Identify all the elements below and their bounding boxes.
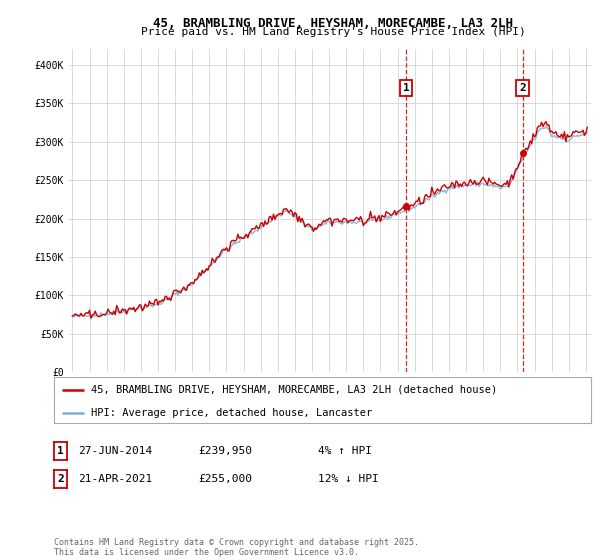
Text: 1: 1 bbox=[57, 446, 64, 456]
Text: 45, BRAMBLING DRIVE, HEYSHAM, MORECAMBE, LA3 2LH: 45, BRAMBLING DRIVE, HEYSHAM, MORECAMBE,… bbox=[153, 17, 513, 30]
Text: 12% ↓ HPI: 12% ↓ HPI bbox=[318, 474, 379, 484]
Text: Contains HM Land Registry data © Crown copyright and database right 2025.
This d: Contains HM Land Registry data © Crown c… bbox=[54, 538, 419, 557]
Text: 2: 2 bbox=[519, 83, 526, 93]
Text: 21-APR-2021: 21-APR-2021 bbox=[78, 474, 152, 484]
Text: 1: 1 bbox=[403, 83, 410, 93]
Text: £239,950: £239,950 bbox=[198, 446, 252, 456]
Text: HPI: Average price, detached house, Lancaster: HPI: Average price, detached house, Lanc… bbox=[91, 408, 372, 418]
Text: 2: 2 bbox=[57, 474, 64, 484]
Text: 45, BRAMBLING DRIVE, HEYSHAM, MORECAMBE, LA3 2LH (detached house): 45, BRAMBLING DRIVE, HEYSHAM, MORECAMBE,… bbox=[91, 385, 497, 395]
Text: £255,000: £255,000 bbox=[198, 474, 252, 484]
Text: Price paid vs. HM Land Registry's House Price Index (HPI): Price paid vs. HM Land Registry's House … bbox=[140, 27, 526, 38]
Text: 4% ↑ HPI: 4% ↑ HPI bbox=[318, 446, 372, 456]
Text: 27-JUN-2014: 27-JUN-2014 bbox=[78, 446, 152, 456]
